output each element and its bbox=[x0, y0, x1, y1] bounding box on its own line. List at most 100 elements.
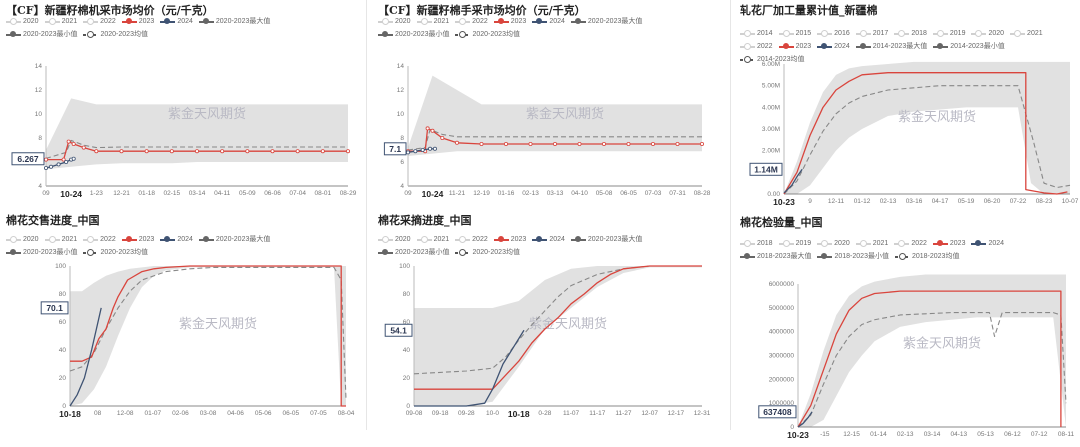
legend-item[interactable]: 2020-2023均值 bbox=[455, 247, 520, 258]
legend-item[interactable]: 2021 bbox=[855, 238, 888, 249]
series-point bbox=[428, 146, 433, 151]
series-point bbox=[455, 140, 460, 145]
legend-item[interactable]: 2017 bbox=[855, 28, 888, 39]
x-tick-label: 12-17 bbox=[668, 410, 685, 417]
legend-item[interactable]: 2020-2023最大值 bbox=[570, 234, 642, 245]
legend-marker bbox=[817, 240, 833, 247]
legend-item[interactable]: 2024 bbox=[532, 16, 565, 27]
legend-item[interactable]: 2020 bbox=[378, 16, 411, 27]
legend-item[interactable]: 2016 bbox=[817, 28, 850, 39]
legend-item[interactable]: 2023 bbox=[493, 16, 526, 27]
legend-item[interactable]: 2023 bbox=[778, 41, 811, 52]
legend-item[interactable]: 2020-2023均值 bbox=[83, 247, 148, 258]
legend-item[interactable]: 2020 bbox=[378, 234, 411, 245]
x-tick-label: 07-03 bbox=[645, 190, 662, 197]
legend-label: 2021 bbox=[433, 236, 450, 243]
legend-marker bbox=[378, 18, 393, 25]
legend-item[interactable]: 2014 bbox=[740, 28, 773, 39]
legend-item[interactable]: 2024 bbox=[817, 41, 850, 52]
legend-item[interactable]: 2018-2023均值 bbox=[894, 251, 960, 262]
legend-item[interactable]: 2022 bbox=[455, 234, 488, 245]
legend-item[interactable]: 2020-2023最小值 bbox=[378, 247, 449, 258]
legend-item[interactable]: 2020 bbox=[817, 238, 850, 249]
series-point bbox=[432, 146, 437, 151]
legend-item[interactable]: 2021 bbox=[416, 16, 449, 27]
legend-item[interactable]: 2024 bbox=[971, 238, 1004, 249]
series-point bbox=[295, 149, 300, 154]
legend-label: 2018-2023最小值 bbox=[834, 253, 889, 260]
legend-item[interactable]: 2024 bbox=[160, 234, 193, 245]
legend-label: 2018-2023均值 bbox=[911, 253, 960, 260]
series-point bbox=[245, 149, 250, 154]
legend-item[interactable]: 2020 bbox=[971, 28, 1004, 39]
x-tick-label: 09-08 bbox=[406, 410, 423, 417]
legend-item[interactable]: 2022 bbox=[740, 41, 773, 52]
chart-svg: 紫金天风期货 4 6 8 10 12 14 09 10-24 11-21 12-19 01-16 02-… bbox=[383, 63, 711, 199]
legend-item[interactable]: 2021 bbox=[44, 16, 77, 27]
series-point bbox=[626, 141, 631, 146]
series-point bbox=[144, 149, 149, 154]
legend-label: 2020 bbox=[23, 18, 39, 25]
legend-item[interactable]: 2022 bbox=[455, 16, 488, 27]
x-tick-label: 05-19 bbox=[958, 198, 975, 205]
series-point bbox=[420, 147, 425, 152]
legend-item[interactable]: 2020 bbox=[6, 234, 39, 245]
legend-item[interactable]: 2020-2023最大值 bbox=[198, 234, 270, 245]
legend-item[interactable]: 2021 bbox=[416, 234, 450, 245]
legend-marker bbox=[378, 249, 393, 256]
legend-item[interactable]: 2014-2023均值 bbox=[740, 54, 804, 65]
legend-marker bbox=[894, 240, 910, 247]
legend-item[interactable]: 2019 bbox=[778, 238, 811, 249]
series-point bbox=[66, 139, 71, 144]
series-line-mean bbox=[797, 312, 1067, 428]
legend-item[interactable]: 2023 bbox=[493, 234, 526, 245]
legend-item[interactable]: 2023 bbox=[121, 16, 154, 27]
current-value-label: 1.14M bbox=[754, 164, 778, 174]
legend-item[interactable]: 2023 bbox=[932, 238, 965, 249]
legend-item[interactable]: 2014-2023最小值 bbox=[933, 41, 1005, 52]
series-point bbox=[61, 157, 66, 162]
legend-item[interactable]: 2024 bbox=[532, 234, 565, 245]
legend-item[interactable]: 2019 bbox=[932, 28, 965, 39]
legend-item[interactable]: 2014-2023最大值 bbox=[855, 41, 927, 52]
legend-item[interactable]: 2018-2023最大值 bbox=[740, 251, 811, 262]
x-tick-label: 06-12 bbox=[1004, 431, 1021, 438]
legend-item[interactable]: 2020 bbox=[6, 16, 39, 27]
range-band bbox=[414, 266, 702, 406]
x-tick-label: 02-13 bbox=[522, 190, 539, 197]
x-tick-label: 10-24 bbox=[60, 189, 82, 199]
series-line-2024 bbox=[414, 329, 525, 407]
y-tick-label: 0 bbox=[790, 424, 794, 431]
x-tick-label: 11-17 bbox=[589, 410, 606, 417]
legend-item[interactable]: 2018 bbox=[740, 238, 773, 249]
legend-item[interactable]: 2018 bbox=[894, 28, 927, 39]
legend-item[interactable]: 2020-2023均值 bbox=[455, 29, 520, 40]
legend-marker bbox=[817, 253, 833, 260]
legend-marker bbox=[416, 236, 432, 243]
legend-label: 2021 bbox=[61, 236, 78, 243]
legend-marker bbox=[455, 249, 471, 256]
series-point bbox=[577, 141, 582, 146]
legend-item[interactable]: 2020-2023最小值 bbox=[378, 29, 449, 40]
legend-item[interactable]: 2018-2023最小值 bbox=[817, 251, 889, 262]
x-tick-label: 11-21 bbox=[449, 190, 466, 197]
legend-item[interactable]: 2020-2023均值 bbox=[83, 29, 148, 40]
legend-item[interactable]: 2015 bbox=[778, 28, 811, 39]
legend-item[interactable]: 2020-2023最大值 bbox=[198, 16, 270, 27]
legend-item[interactable]: 2020-2023最大值 bbox=[570, 16, 642, 27]
legend-item[interactable]: 2024 bbox=[160, 16, 193, 27]
legend-item[interactable]: 2020-2023最小值 bbox=[6, 29, 77, 40]
legend-item[interactable]: 2022 bbox=[83, 234, 116, 245]
legend-item[interactable]: 2020-2023最小值 bbox=[6, 247, 77, 258]
legend-item[interactable]: 2023 bbox=[121, 234, 154, 245]
legend-item[interactable]: 2021 bbox=[1010, 28, 1043, 39]
series-line-2023 bbox=[70, 265, 346, 407]
y-tick-label: 100 bbox=[399, 263, 410, 270]
legend-item[interactable]: 2022 bbox=[894, 238, 927, 249]
chart-panel-p6: 棉花检验量_中国 2018 2019 2020 2021 2022 2023 2024 2018… bbox=[734, 212, 1080, 447]
series-line-2024 bbox=[69, 307, 102, 407]
series-point bbox=[270, 149, 275, 154]
legend-item[interactable]: 2021 bbox=[44, 234, 78, 245]
x-tick-label: 04-10 bbox=[571, 190, 588, 197]
legend-item[interactable]: 2022 bbox=[83, 16, 116, 27]
